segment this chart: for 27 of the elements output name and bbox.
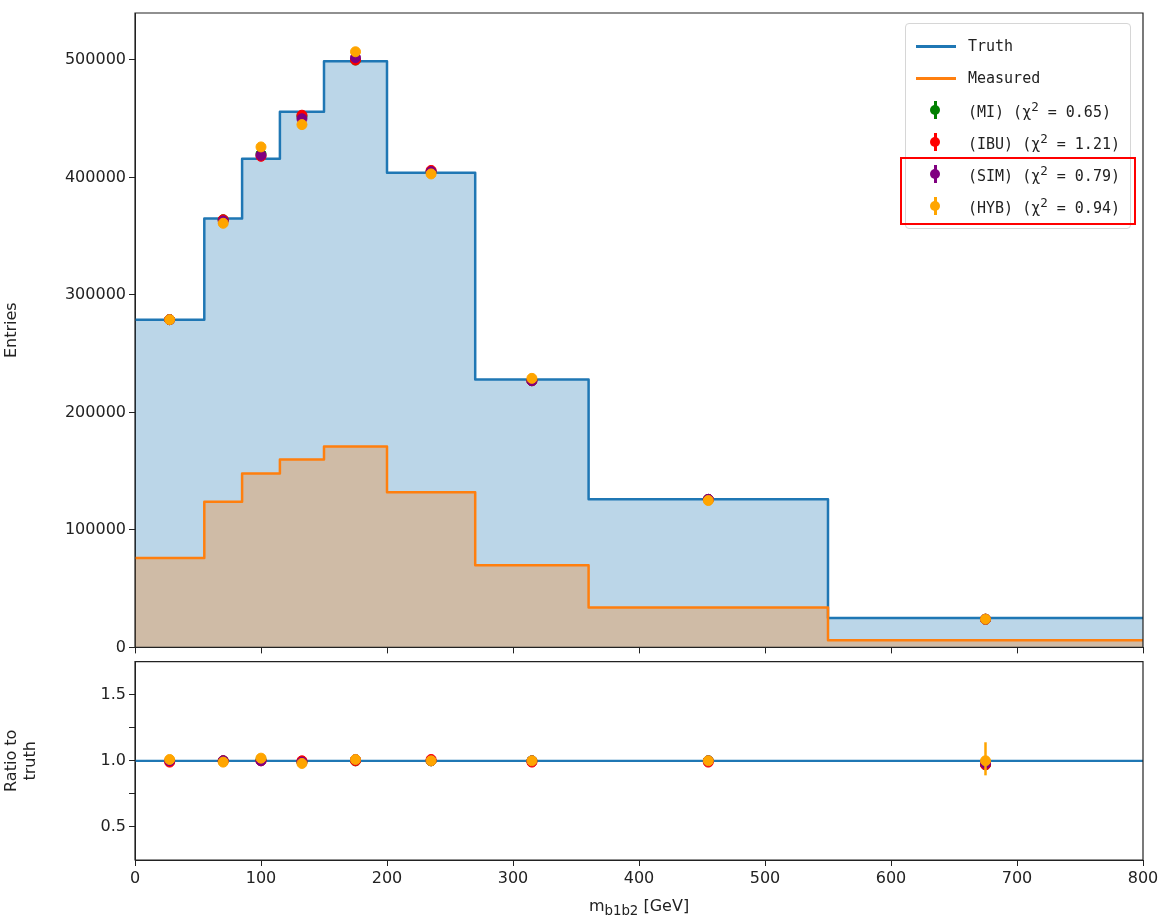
y-tick-label: 200000 (64, 401, 126, 421)
legend-label: (HYB) (χ$^{2}$ = 0.94) (967, 195, 1120, 217)
x-axis-title: m$_{b1b2}$ [GeV] (588, 896, 690, 919)
legend-label: (MI) (χ$^{2}$ = 0.65) (967, 99, 1111, 121)
y-tick-label: 1.5 (100, 683, 126, 703)
y-tick-label: 400000 (64, 166, 126, 186)
x-tick-label: 600 (875, 867, 907, 887)
y-tick-label: 1.0 (100, 749, 126, 769)
x-tick-label: 300 (497, 867, 529, 887)
legend-label: (SIM) (χ$^{2}$ = 0.79) (967, 163, 1120, 185)
x-tick-label: 700 (1001, 867, 1033, 887)
x-tick-label: 0 (129, 867, 141, 887)
x-tick-label: 200 (371, 867, 403, 887)
y-tick-label: 0 (115, 636, 126, 656)
y-tick-label: 500000 (64, 49, 126, 69)
legend-label: Truth (967, 37, 1014, 55)
x-tick-label: 500 (749, 867, 781, 887)
y-axis-title: Entries (0, 302, 20, 359)
y-tick-label: 100000 (64, 519, 126, 539)
y-tick-label: 0.5 (100, 816, 126, 836)
x-tick-label: 800 (1127, 867, 1159, 887)
y-tick-label: 300000 (64, 284, 126, 304)
y-axis-title: Ratio to truth (0, 729, 39, 792)
legend-label: Measured (967, 69, 1041, 87)
legend-label: (IBU) (χ$^{2}$ = 1.21) (967, 131, 1120, 153)
x-tick-label: 400 (623, 867, 655, 887)
x-tick-label: 100 (245, 867, 277, 887)
